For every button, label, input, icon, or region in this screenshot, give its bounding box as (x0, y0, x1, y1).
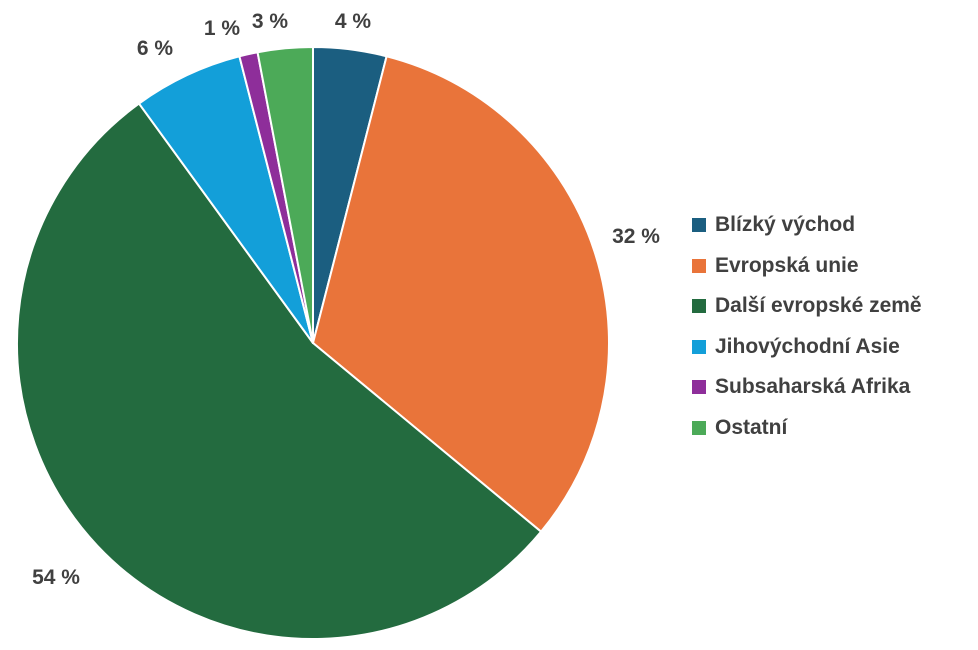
legend-label: Evropská unie (715, 253, 859, 277)
legend: Blízký východ Evropská unie Další evrops… (692, 205, 976, 448)
legend-item-jihovychodni-asie: Jihovýchodní Asie (692, 327, 976, 368)
data-label-subsaharska-afrika: 1 % (204, 17, 241, 40)
legend-item-blizky-vychod: Blízký východ (692, 205, 976, 246)
legend-item-evropska-unie: Evropská unie (692, 246, 976, 287)
legend-item-dalsi-evropske-zeme: Další evropské země (692, 286, 976, 327)
legend-label: Subsaharská Afrika (715, 375, 911, 399)
data-label-ostatni: 3 % (252, 10, 289, 33)
legend-label: Ostatní (715, 415, 788, 439)
legend-swatch (692, 380, 706, 395)
legend-swatch (692, 299, 706, 314)
data-label-jihovychodni-asie: 6 % (137, 37, 174, 60)
legend-swatch (692, 420, 706, 435)
legend-swatch (692, 339, 706, 354)
legend-label: Blízký východ (715, 213, 856, 237)
pie-slice-evropska-unie (312, 55, 610, 533)
legend-swatch (692, 258, 706, 273)
legend-label: Další evropské země (715, 294, 922, 318)
pie-slices (16, 46, 610, 640)
data-label-evropska-unie: 32 % (612, 225, 660, 248)
data-label-blizky-vychod: 4 % (335, 10, 372, 33)
data-label-dalsi-evropske-zeme: 54 % (32, 566, 80, 589)
legend-item-ostatni: Ostatní (692, 408, 976, 449)
pie-data-labels: 4 % 32 % 54 % 6 % 1 % 3 % (32, 10, 660, 589)
legend-label: Jihovýchodní Asie (715, 334, 900, 358)
legend-item-subsaharska-afrika: Subsaharská Afrika (692, 367, 976, 408)
legend-swatch (692, 218, 706, 233)
pie-slice-ostatni (256, 46, 314, 344)
pie-slice-dalsi-evropske-zeme (16, 102, 543, 640)
